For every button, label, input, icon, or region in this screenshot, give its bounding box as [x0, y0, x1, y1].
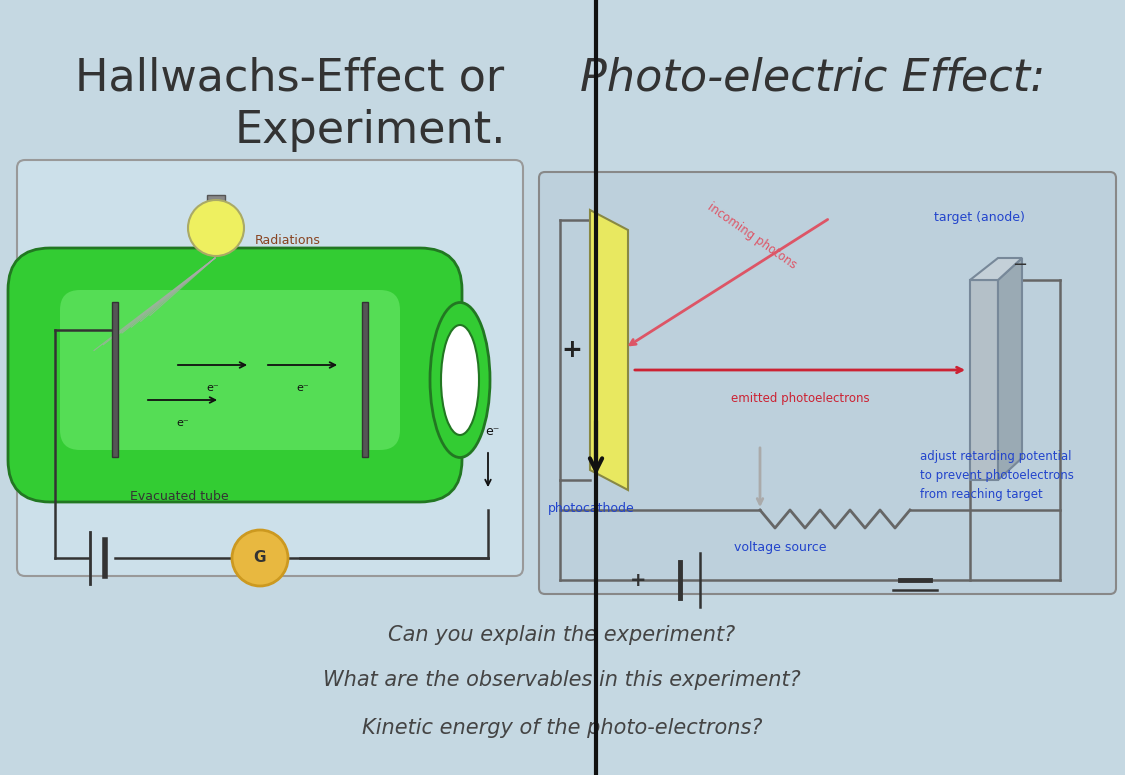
Text: +: + [561, 338, 583, 362]
Text: Kinetic energy of the photo-electrons?: Kinetic energy of the photo-electrons? [362, 718, 763, 738]
Text: Hallwachs-Effect or: Hallwachs-Effect or [75, 57, 519, 99]
Text: emitted photoelectrons: emitted photoelectrons [731, 392, 870, 405]
Polygon shape [970, 258, 1022, 280]
Text: photocathode: photocathode [548, 502, 634, 515]
Text: Evacuated tube: Evacuated tube [130, 490, 228, 503]
Text: voltage source: voltage source [734, 542, 826, 554]
Bar [207, 195, 225, 217]
Text: −: − [1012, 256, 1027, 274]
Ellipse shape [441, 325, 479, 435]
Ellipse shape [430, 302, 490, 457]
Bar [970, 280, 998, 480]
FancyBboxPatch shape [8, 248, 462, 502]
Text: target (anode): target (anode) [934, 212, 1025, 225]
Bar [362, 302, 368, 457]
Text: Can you explain the experiment?: Can you explain the experiment? [388, 625, 736, 645]
Circle shape [232, 530, 288, 586]
Text: e⁻: e⁻ [296, 383, 309, 393]
FancyBboxPatch shape [17, 160, 523, 576]
Text: incoming photons: incoming photons [705, 201, 799, 272]
Text: Experiment.: Experiment. [234, 109, 506, 151]
Circle shape [188, 200, 244, 256]
Text: Photo-electric Effect:: Photo-electric Effect: [580, 57, 1045, 99]
Text: e⁻: e⁻ [206, 383, 219, 393]
Text: adjust retarding potential
to prevent photoelectrons
from reaching target: adjust retarding potential to prevent ph… [920, 450, 1074, 501]
Text: e⁻: e⁻ [485, 425, 500, 438]
FancyBboxPatch shape [539, 172, 1116, 594]
Text: +: + [630, 570, 646, 590]
Text: Radiations: Radiations [255, 233, 321, 246]
Text: G: G [254, 550, 267, 566]
Polygon shape [998, 258, 1022, 480]
FancyBboxPatch shape [60, 290, 400, 450]
Text: What are the observables in this experiment?: What are the observables in this experim… [323, 670, 801, 690]
Polygon shape [590, 210, 628, 490]
Text: e⁻: e⁻ [177, 418, 189, 428]
Bar [112, 302, 118, 457]
